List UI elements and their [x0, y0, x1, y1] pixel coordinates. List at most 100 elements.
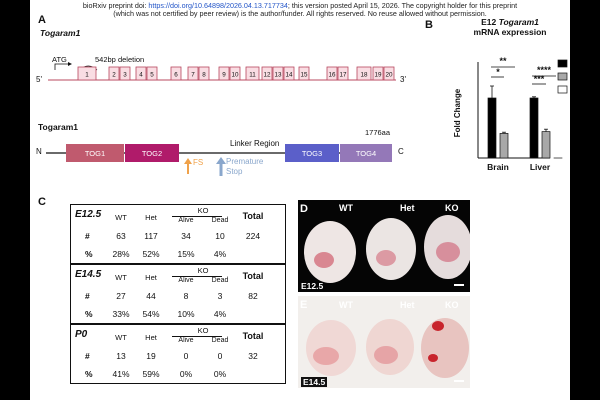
- stop-arrowhead: [216, 157, 226, 164]
- panel-a-label: A: [38, 14, 46, 26]
- exon-label: 15: [300, 72, 308, 79]
- linker-label: Linker Region: [230, 139, 280, 148]
- col-header-het: Het: [145, 273, 157, 282]
- cell-ko-alive: 10%: [177, 309, 195, 319]
- embryo-images-e14: [306, 318, 469, 382]
- exon-label: 6: [174, 72, 178, 79]
- cell-wt: 33%: [112, 309, 130, 319]
- col-header-total: Total: [242, 271, 264, 281]
- tog2-domain: [125, 144, 179, 162]
- preprint-header: bioRxiv preprint doi: https://doi.org/10…: [38, 2, 562, 18]
- col-header-ko: KO: [197, 326, 209, 335]
- panel-d-label: D: [300, 203, 308, 215]
- legend-swatch: [557, 59, 568, 68]
- atg-arrowhead: [68, 62, 72, 66]
- cell-total: 82: [248, 291, 258, 301]
- doi-link[interactable]: https://doi.org/10.64898/2026.04.13.7177…: [148, 1, 288, 10]
- header-text: (which was not certified by peer review)…: [113, 9, 487, 18]
- d-ko-label: KO: [445, 203, 459, 213]
- fs-label: FS: [193, 158, 204, 167]
- embryo-het-limb: [374, 346, 398, 364]
- exon-label: 8: [202, 72, 206, 79]
- cell-ko-alive: 34: [181, 231, 191, 241]
- col-header-dead: Dead: [211, 217, 229, 224]
- col-header-alive: Alive: [178, 277, 194, 284]
- stop-label: Stop: [226, 167, 243, 176]
- cell-wt: 27: [116, 291, 126, 301]
- bar-wt-liver: [529, 97, 539, 159]
- premature-label: Premature: [226, 157, 264, 166]
- five-prime-label: 5': [36, 75, 42, 84]
- e-ko-label: KO: [445, 300, 459, 310]
- col-header-wt: WT: [115, 213, 127, 222]
- chart-title-pre: E12: [481, 17, 499, 27]
- exon-box: [108, 66, 120, 81]
- exon-label: 7: [191, 72, 195, 79]
- cell-ko-dead: 0: [217, 351, 223, 361]
- tog2-label: TOG2: [141, 149, 163, 158]
- col-header-total: Total: [242, 211, 264, 221]
- sig-label: **: [499, 56, 507, 66]
- tog1-label: TOG1: [84, 149, 106, 158]
- atg-label: ATG: [52, 55, 67, 64]
- exon-label: 14: [285, 72, 293, 79]
- exon-box: [187, 66, 199, 81]
- cell-ko-dead: 4%: [213, 249, 227, 259]
- col-header-wt: WT: [115, 333, 127, 342]
- cell-het: 44: [146, 291, 156, 301]
- exon-label: 3: [123, 72, 127, 79]
- exon-box: [372, 66, 384, 81]
- exon-label: 1: [85, 72, 89, 79]
- e-wt-label: WT: [339, 300, 353, 310]
- ko-underline: [172, 216, 222, 217]
- exon-label: 9: [222, 72, 226, 79]
- sig-label: *: [496, 67, 500, 77]
- cell-wt: 13: [116, 351, 126, 361]
- protein-structure: [46, 144, 392, 176]
- embryo-ko-liver: [436, 242, 460, 262]
- col-header-dead: Dead: [211, 277, 229, 284]
- cell-wt: 41%: [112, 369, 130, 379]
- legend-swatch: [557, 85, 568, 94]
- exon-box: [245, 66, 260, 81]
- embryo-ko-hemorrhage: [432, 321, 444, 331]
- exon-label: 10: [231, 72, 239, 79]
- exon-box: [326, 66, 338, 81]
- d-stage-label: E12.5: [301, 281, 324, 291]
- tog3-domain: [285, 144, 339, 162]
- header-text: bioRxiv preprint doi:: [82, 1, 149, 10]
- stage-label: P0: [75, 329, 88, 340]
- panel-e-label: E: [300, 299, 308, 311]
- col-header-ko: KO: [197, 266, 209, 275]
- embryo-ko: [421, 318, 469, 378]
- panel-b-label: B: [425, 19, 433, 31]
- chart-subtitle: mRNA expression: [473, 27, 547, 37]
- col-header-het: Het: [145, 333, 157, 342]
- exon-box: [272, 66, 284, 81]
- exon-box: [261, 66, 273, 81]
- stage-label: E12.5: [75, 209, 102, 220]
- e-het-label: Het: [400, 300, 415, 310]
- embryo-wt: [304, 221, 356, 283]
- gene-structure: 1 2 3 4 5 6 7 8 9 10 11 12 13 14 15 16 17 18 19 20: [48, 62, 396, 81]
- chart-title-gene: Togaram1: [498, 17, 539, 27]
- cell-het: 59%: [142, 369, 160, 379]
- cell-ko-dead: 3: [217, 291, 223, 301]
- embryo-images-e12: [304, 215, 470, 286]
- cell-ko-alive: 0: [183, 351, 189, 361]
- tog3-label: TOG3: [301, 149, 323, 158]
- col-header-alive: Alive: [178, 337, 194, 344]
- protein-length: 1776aa: [365, 128, 391, 137]
- exon-box: [170, 66, 182, 81]
- cell-het: 52%: [142, 249, 160, 259]
- bar-het-brain: [499, 133, 509, 159]
- sig-label: ***: [534, 74, 545, 84]
- table-block: P0 WT Het KO Alive Dead Total #13 19 0 0 32% 41% 59% 0…: [70, 324, 286, 384]
- row-label: #: [85, 291, 90, 301]
- cell-het: 117: [144, 231, 158, 241]
- exon-box: [283, 66, 295, 81]
- exon-label: 4: [139, 72, 143, 79]
- cell-wt: 63: [116, 231, 126, 241]
- bar-wt-brain: [487, 97, 497, 159]
- chart-title: E12 Togaram1: [450, 17, 570, 27]
